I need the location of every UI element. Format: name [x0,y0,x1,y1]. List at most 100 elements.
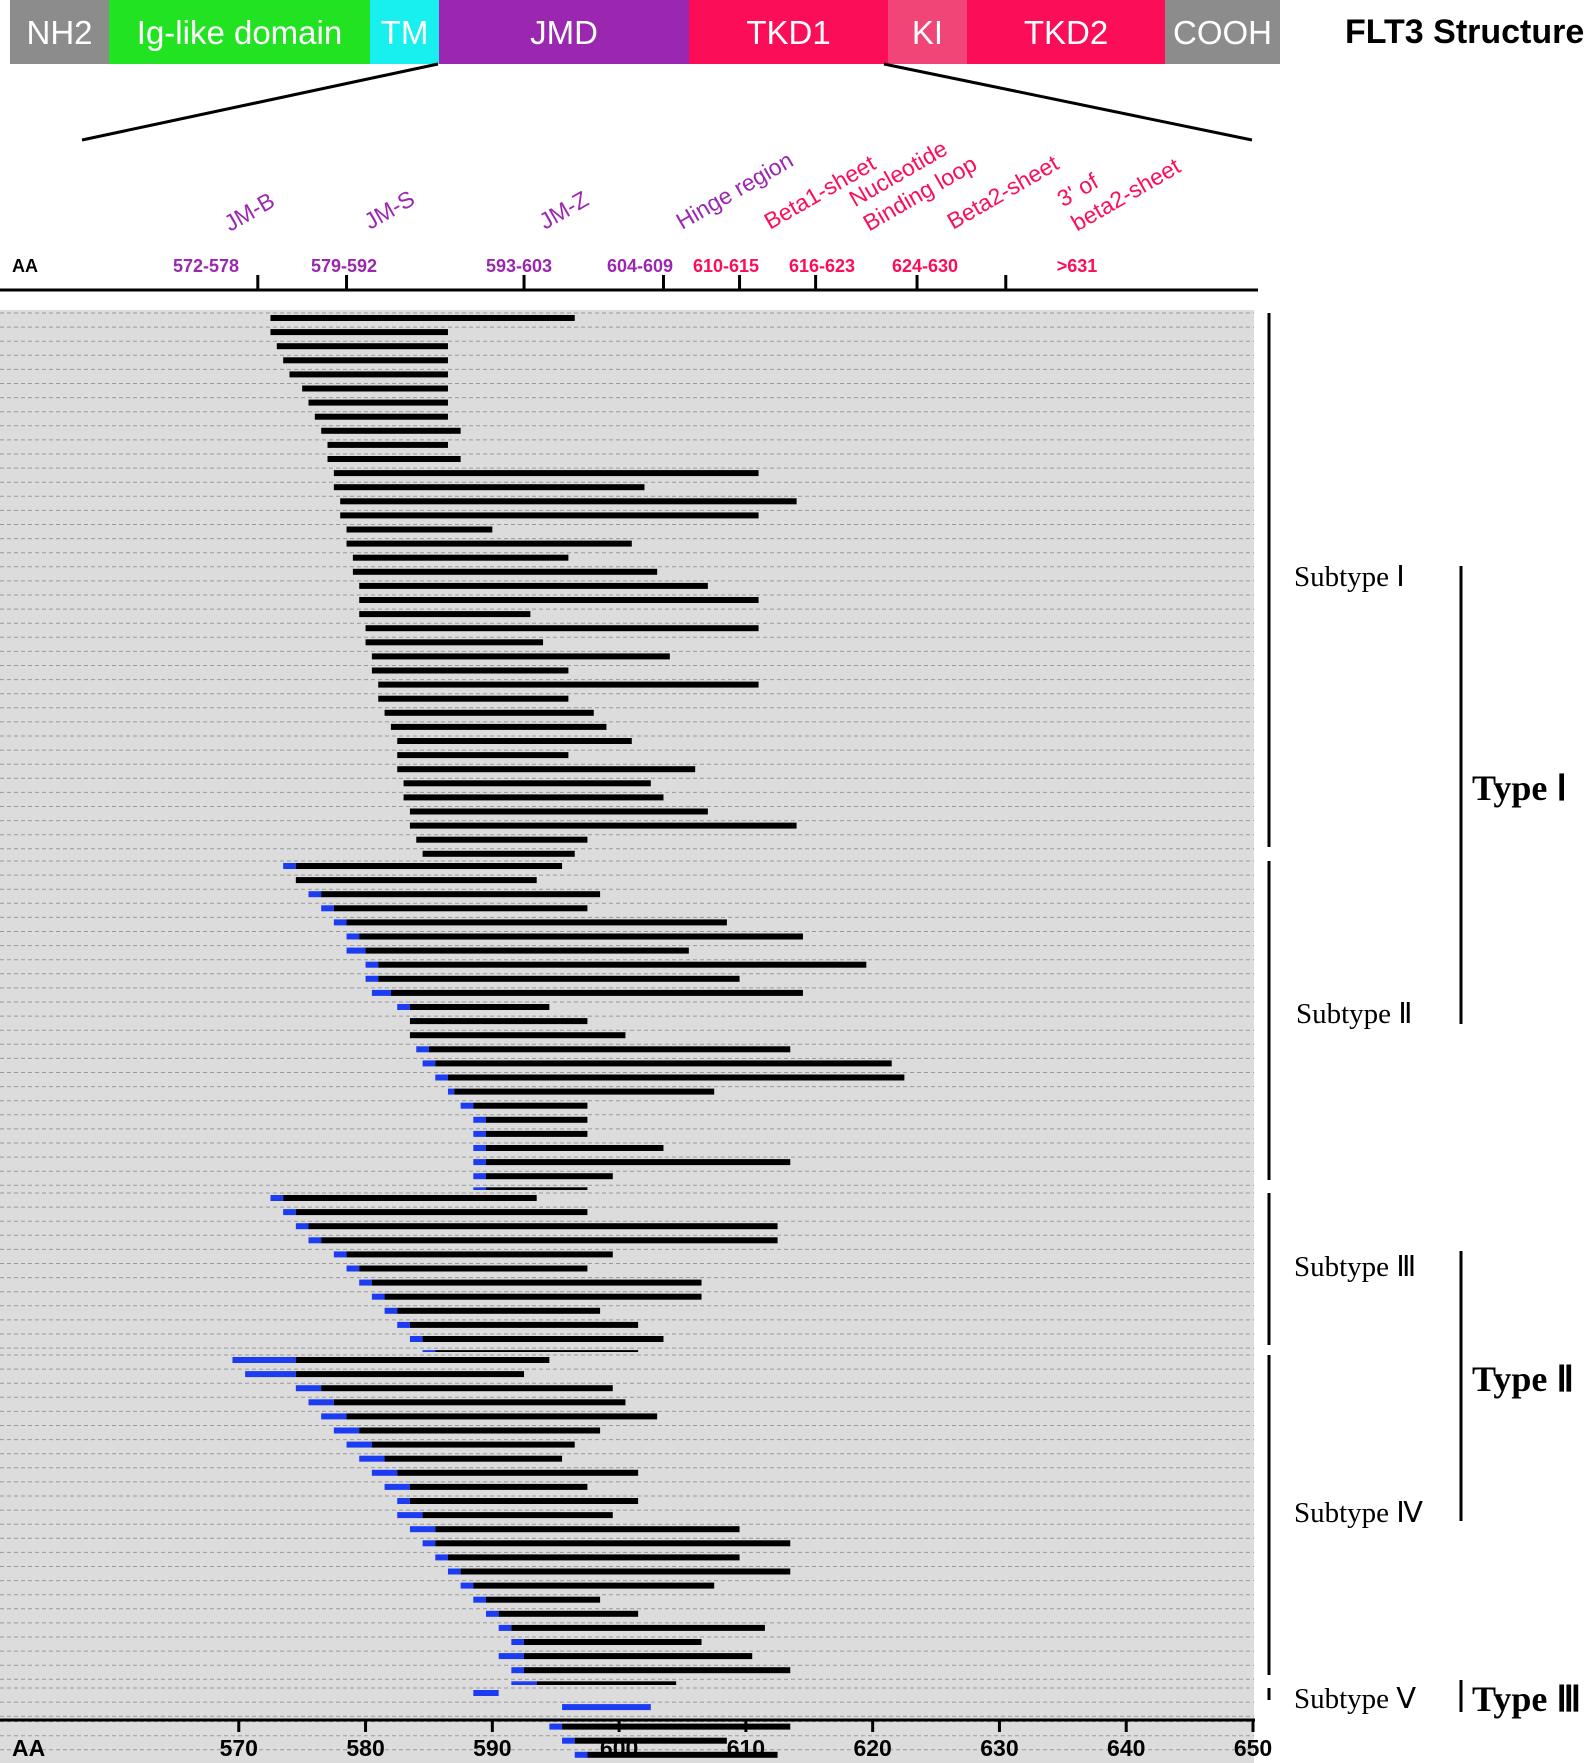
region-range-5: 610-615 [693,256,759,276]
itd-bar [524,1667,791,1674]
x-axis: AA 570 580 590 600 610 620 630 640 650 [0,1718,1272,1761]
zoom-line-left [81,62,439,142]
partial-duplication-bar [416,1046,429,1053]
partial-duplication-bar [333,1251,347,1258]
region-axis-label: AA [12,256,38,276]
itd-bar [473,1102,588,1109]
itd-bar [340,512,759,519]
partial-duplication-bar [460,1582,474,1589]
itd-bar [403,794,664,801]
partial-duplication-bar [321,1413,347,1420]
itd-bar [371,1441,575,1448]
itd-bar [422,850,575,857]
partial-duplication-bar [346,1441,372,1448]
itd-bar [295,1371,525,1378]
partial-duplication-bar [498,1653,525,1660]
itd-bar [485,1145,664,1151]
partial-duplication-bar [283,1209,296,1216]
itd-bar [378,695,569,702]
partial-duplication-bar [409,1336,423,1342]
itd-bar [378,681,759,688]
itd-bar [270,315,575,321]
itd-bar [365,625,759,632]
partial-duplication-bar [422,1060,436,1067]
itd-bar [302,385,448,392]
type-3-label: Type Ⅲ [1472,1679,1581,1719]
itd-bar [346,540,632,547]
partial-duplication-bar [422,1540,436,1547]
itd-bar [371,1279,702,1286]
partial-duplication-bar [333,919,347,926]
partial-duplication-bar [562,1737,575,1744]
region-range-1: 572-578 [173,256,239,276]
partial-duplication-bar [397,1004,410,1010]
partial-duplication-bar [511,1681,537,1688]
x-tick-label: 590 [473,1735,511,1761]
partial-duplication-bar [308,1399,334,1406]
itd-bar [485,1159,791,1166]
domain-block-6 [888,0,967,64]
x-tick-label: 600 [600,1735,638,1761]
itd-bar [346,1413,658,1420]
partial-duplication-bar [346,1265,360,1272]
subtype-1-label: Subtype Ⅰ [1294,561,1405,593]
partial-duplication-bar [365,975,379,982]
itd-bar [428,1046,791,1053]
itd-bar [308,399,448,406]
itd-bar [485,1596,601,1603]
itd-bar [359,597,759,603]
itd-bar [295,863,563,869]
itd-bar [422,1336,664,1342]
x-tick-label: 570 [220,1735,258,1761]
partial-duplication-bar [574,1751,588,1758]
itd-bar [435,1060,892,1067]
partial-duplication-bar [384,1483,410,1490]
region-range-3: 593-603 [486,256,552,276]
partial-duplication-bar [435,1554,448,1561]
domain-block-4 [439,0,689,64]
partial-duplication-bar [371,1469,398,1476]
x-tick-label: 630 [980,1735,1018,1761]
partial-duplication-bar [346,933,360,940]
itd-bar [314,413,448,420]
itd-bar [340,498,797,505]
subtype-3-label: Subtype Ⅲ [1294,1251,1416,1283]
region-range-6: 616-623 [789,256,855,276]
itd-bar [473,1582,715,1589]
itd-bar [485,1130,588,1137]
partial-duplication-bar [371,989,391,996]
itd-bar [524,1653,753,1660]
partial-duplication-bar [435,1074,448,1081]
partial-duplication-bar [232,1357,296,1363]
itd-bar [435,1540,791,1547]
itd-bar [435,1526,740,1533]
x-tick-label: 640 [1107,1735,1145,1761]
partial-duplication-bar [270,1195,284,1201]
itd-bar [378,961,867,968]
itd-bar [365,947,689,954]
itd-bar [346,526,493,533]
partial-duplication-bar [245,1371,296,1378]
domain-label-8: COOH [1173,14,1272,51]
itd-bar [460,1568,791,1575]
itd-bar [409,808,708,815]
partial-duplication-bar [397,1512,423,1519]
domain-label-2: Ig-like domain [137,14,342,51]
region-name-8: 3' ofbeta2-sheet [1053,128,1186,236]
itd-bar [416,836,588,843]
itd-bar [397,1307,601,1314]
itd-bar [359,933,803,940]
itd-bar [536,1681,677,1688]
itd-bar [409,1018,588,1025]
itd-bar [587,1751,778,1758]
itd-bar [409,1498,639,1504]
partial-duplication-bar [511,1667,525,1674]
itd-bar [333,1399,626,1406]
region-name-2: JM-S [360,185,419,234]
partial-duplication-bar [511,1639,525,1645]
partial-duplication-bar [371,1293,385,1300]
itd-bar [397,1469,639,1476]
itd-bar [409,1032,626,1039]
itd-bar [359,611,531,618]
itd-bar [333,905,588,912]
